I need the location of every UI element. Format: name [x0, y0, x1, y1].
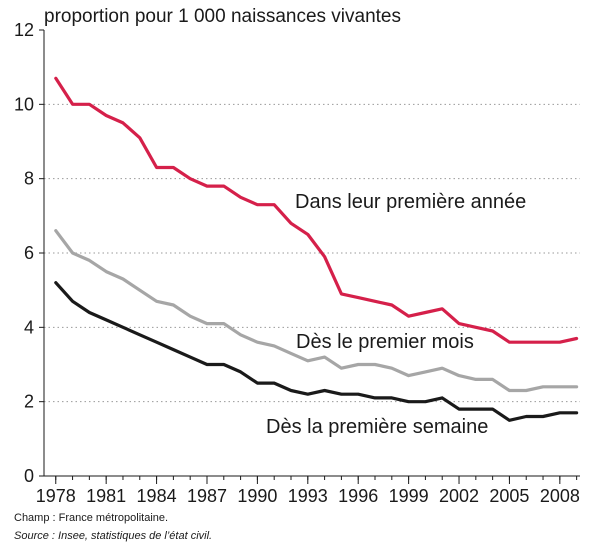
x-tick-label-1990: 1990 — [237, 486, 277, 506]
x-tick-label-1987: 1987 — [187, 486, 227, 506]
x-tick-label-1999: 1999 — [389, 486, 429, 506]
x-tick-label-1996: 1996 — [338, 486, 378, 506]
series-label-semaine: Dès la première semaine — [266, 416, 488, 438]
series-labels: Dans leur première année Dès le premier … — [266, 191, 526, 438]
x-tick-label-1993: 1993 — [288, 486, 328, 506]
footnote-source: Source : Insee, statistiques de l’état c… — [14, 530, 213, 542]
y-tick-label-6: 6 — [24, 243, 34, 263]
x-tick-label-2008: 2008 — [540, 486, 580, 506]
series-line-mois — [54, 229, 579, 393]
x-tick-label-2005: 2005 — [489, 486, 529, 506]
x-tick-label-2002: 2002 — [439, 486, 479, 506]
x-tick-label-1981: 1981 — [86, 486, 126, 506]
series-label-annee: Dans leur première année — [295, 191, 526, 213]
y-tick-labels: 0 2 4 6 8 10 12 — [14, 20, 34, 486]
y-tick-label-8: 8 — [24, 169, 34, 189]
series-lines — [54, 76, 579, 422]
y-axis-label: proportion pour 1 000 naissances vivante… — [44, 6, 401, 27]
footnote-champ: Champ : France métropolitaine. — [14, 512, 169, 524]
axes — [39, 29, 580, 484]
y-tick-label-10: 10 — [14, 94, 34, 114]
y-tick-label-4: 4 — [24, 317, 34, 337]
x-tick-labels: 1978 1981 1984 1987 1990 1993 1996 1999 2002 2005… — [36, 486, 580, 506]
y-tick-label-12: 12 — [14, 20, 34, 40]
y-tick-label-0: 0 — [24, 466, 34, 486]
x-tick-label-1978: 1978 — [36, 486, 76, 506]
mortality-line-chart: proportion pour 1 000 naissances vivante… — [14, 6, 580, 506]
grid-lines — [44, 103, 580, 403]
x-tick-label-1984: 1984 — [137, 486, 177, 506]
series-line-semaine — [54, 281, 579, 422]
series-line-annee — [54, 76, 579, 344]
series-label-mois: Dès le premier mois — [296, 331, 474, 353]
y-tick-label-2: 2 — [24, 392, 34, 412]
